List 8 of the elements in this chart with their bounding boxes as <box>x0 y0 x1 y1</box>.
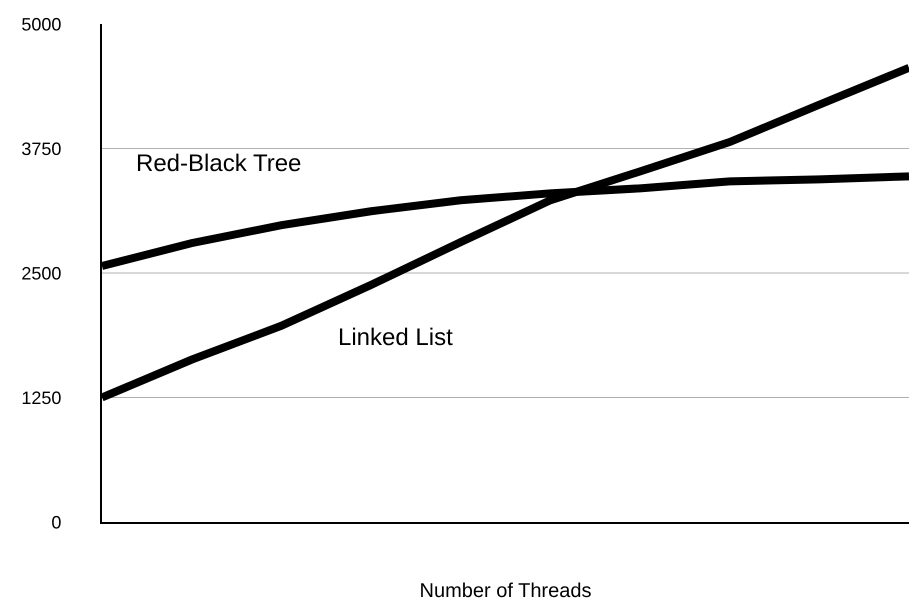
x-axis-title: Number of Threads <box>420 580 592 602</box>
y-tick-label: 1250 <box>21 388 62 408</box>
y-tick-label: 5000 <box>21 14 62 34</box>
y-tick-label: 0 <box>51 512 62 532</box>
y-tick-label: 3750 <box>21 138 62 159</box>
y-tick-label: 2500 <box>21 263 62 284</box>
series-label: Red-Black Tree <box>136 150 302 177</box>
series-label: Linked List <box>338 324 454 351</box>
